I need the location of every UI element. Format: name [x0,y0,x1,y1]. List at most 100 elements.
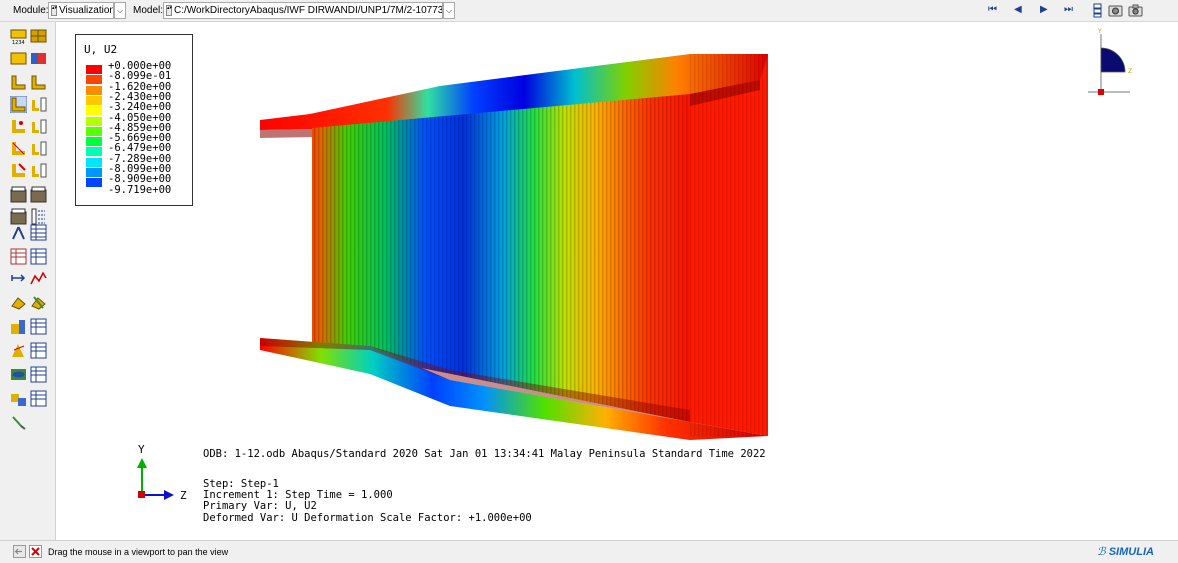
legend-value: -7.289e+00 [108,152,172,165]
context-toolbar: Module: ▴▾ Visualization ⌵ Model: ▴▾ C:/… [0,0,1178,22]
deformed-var-line: Deformed Var: U Deformation Scale Factor… [203,512,532,524]
symbol-options-icon[interactable] [30,140,47,157]
bottom-flange [260,338,768,440]
legend-value: -2.430e+00 [108,90,172,103]
primary-var-line: Primary Var: U, U2 [203,500,317,512]
animate-harmonic-icon[interactable] [10,208,27,225]
step-line: Step: Step-1 [203,478,279,490]
visualization-toolbox: 1234 [0,22,56,540]
back-arrow-icon[interactable] [13,545,26,558]
plot-material-orientations-icon[interactable] [10,96,27,113]
svg-text:1234: 1234 [12,40,25,45]
legend-value: -4.050e+00 [108,111,172,124]
brand-text: SIMULIA [1108,546,1154,558]
view-orientation-triad[interactable]: Y Z [1084,26,1134,98]
ply-stack-plot-options-icon[interactable] [30,162,47,179]
xy-curve-from-path-icon[interactable] [30,270,47,287]
legend-swatch [86,147,102,157]
module-spin-icon: ▴▾ [51,5,57,16]
prompt-area: Drag the mouse in a viewport to pan the … [0,540,1178,563]
prompt-message: Drag the mouse in a viewport to pan the … [48,547,229,557]
animation-options-tool-icon[interactable] [30,208,47,225]
plot-contours-undeformed-icon[interactable] [10,50,27,67]
mini-triad-y-label: Y [1097,28,1102,35]
module-select[interactable]: ▴▾ Visualization [48,2,114,19]
legend-swatch [86,178,102,188]
coordinate-triad: Y Z [137,443,187,502]
legend-swatch [86,95,102,105]
legend-value: -9.719e+00 [108,183,172,196]
mini-triad-z-label: Z [1128,68,1132,75]
stream-create-icon[interactable] [10,366,27,383]
query-tool-icon[interactable] [10,414,27,431]
web-mesh-lines [312,94,690,422]
legend-value: -1.620e+00 [108,80,172,93]
create-path-icon[interactable] [10,270,27,287]
legend-value: -4.859e+00 [108,121,172,134]
legend-value: -3.240e+00 [108,101,172,114]
display-group-create-icon[interactable] [10,318,27,335]
animation-options-icon[interactable] [1090,3,1105,18]
module-select-value: Visualization [59,5,114,16]
last-frame-icon[interactable]: ⏭ [1064,4,1073,15]
display-group-manager-icon[interactable] [30,318,47,335]
first-frame-icon[interactable]: ⏮ [988,4,997,15]
xy-data-manager-icon[interactable] [30,224,47,241]
legend-swatch [86,137,102,147]
bottom-flange-edge [260,338,690,422]
movie-camera-icon[interactable] [1108,3,1123,18]
triad-y-label: Y [138,443,145,456]
increment-line: Increment 1: Step Time = 1.000 [203,489,393,501]
legend-title: U, U2 [84,43,118,56]
legend-swatch [86,75,102,85]
model-spin-icon: ▴▾ [166,5,172,16]
legend-swatch [86,126,102,136]
origin-marker-icon [1098,89,1104,95]
plot-deformed-shape-icon[interactable] [30,28,47,45]
xy-plot-options-icon[interactable] [10,248,27,265]
stream-manager-icon[interactable] [30,366,47,383]
camera-icon[interactable] [1128,3,1143,18]
model-select[interactable]: ▴▾ C:/WorkDirectoryAbaqus/IWF DIRWANDI/U… [163,2,443,19]
next-frame-icon[interactable]: ▶ [1040,4,1048,15]
create-display-body-icon[interactable] [10,390,27,407]
free-body-cut-manager-icon[interactable] [30,342,47,359]
legend-value: -5.669e+00 [108,132,172,145]
animate-scale-factor-icon[interactable] [10,186,27,203]
legend-value: +0.000e+00 [108,60,172,72]
activate-view-cut-icon[interactable] [30,294,47,311]
simulia-logo: ℬ SIMULIA [1097,545,1154,558]
top-flange [260,54,768,130]
material-orientation-options-icon[interactable] [10,162,27,179]
view-cut-manager-icon[interactable] [10,294,27,311]
cancel-procedure-icon[interactable] [29,545,42,558]
model-select-value: C:/WorkDirectoryAbaqus/IWF DIRWANDI/UNP1… [174,5,443,16]
model-dropdown-chevron-icon[interactable]: ⌵ [443,2,455,19]
legend-swatch [86,65,102,74]
plot-undeformed-shape-icon[interactable]: 1234 [10,28,27,45]
animate-time-history-icon[interactable] [30,186,47,203]
xy-curve-options-icon[interactable] [30,248,47,265]
display-body-manager-icon[interactable] [30,390,47,407]
legend-value: -6.479e+00 [108,142,172,155]
model-contour-plot[interactable] [250,50,770,440]
plot-symbols-icon[interactable] [30,74,47,91]
superimpose-options-icon[interactable] [30,118,47,135]
module-label: Module: [13,5,49,16]
create-free-body-cut-icon[interactable] [10,342,27,359]
legend-value: -8.099e-01 [108,70,172,83]
legend-swatch [86,106,102,116]
module-dropdown-chevron-icon[interactable]: ⌵ [114,2,126,19]
create-xy-data-icon[interactable] [10,224,27,241]
allow-multiple-plot-states-icon[interactable] [30,96,47,113]
triad-z-label: Z [180,489,187,502]
plot-contours-on-both-icon[interactable] [10,74,27,91]
model-label: Model: [133,5,164,16]
odb-info-line: ODB: 1-12.odb Abaqus/Standard 2020 Sat J… [203,448,766,460]
previous-frame-icon[interactable]: ◀ [1014,4,1022,15]
legend-swatch [86,85,102,95]
plot-contours-deformed-icon[interactable] [30,50,47,67]
common-plot-options-icon[interactable] [10,118,27,135]
contour-options-icon[interactable] [10,140,27,157]
